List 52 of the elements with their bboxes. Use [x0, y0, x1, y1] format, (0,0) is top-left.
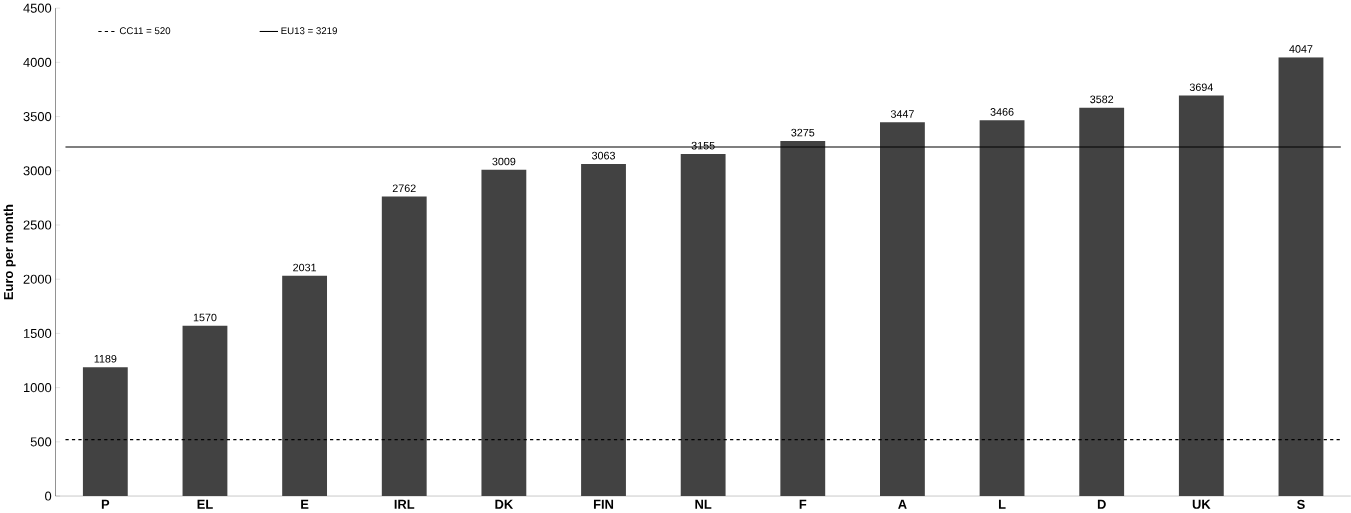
bar: [481, 170, 527, 497]
data-label: 3447: [890, 110, 914, 118]
bar: [282, 276, 328, 497]
x-tick-label: IRL: [394, 500, 415, 509]
x-tick-label: D: [1097, 500, 1106, 509]
bar: [680, 154, 726, 497]
legend-label: CC11 = 520: [119, 27, 171, 35]
bar: [780, 141, 826, 497]
data-label: 3155: [691, 142, 715, 150]
x-tick-label: EL: [197, 500, 213, 509]
data-label: 3063: [591, 152, 615, 160]
data-label: 4047: [1289, 45, 1313, 53]
y-tick-label: 4500: [23, 3, 52, 13]
bar: [581, 164, 626, 497]
bar: [182, 326, 228, 497]
y-tick-label: 0: [45, 491, 52, 501]
data-label: 2031: [293, 263, 317, 272]
bar: [1079, 107, 1125, 497]
x-tick-label: A: [898, 500, 907, 509]
bar: [82, 367, 128, 497]
y-tick-label: 4000: [23, 58, 52, 68]
y-tick-label: 1000: [23, 383, 52, 393]
y-tick-label: 3500: [23, 112, 52, 122]
y-tick-label: 2500: [23, 220, 52, 230]
data-label: 3582: [1090, 95, 1114, 104]
y-tick-label: 3000: [23, 166, 52, 176]
y-tick-label: 2000: [23, 274, 52, 284]
bar: [1278, 57, 1324, 497]
y-tick-label: 500: [30, 437, 52, 447]
bar: [979, 120, 1025, 497]
data-label: 3466: [990, 108, 1014, 116]
x-tick-label: FIN: [593, 500, 614, 509]
bar: [1178, 95, 1224, 497]
y-tick-label: 1500: [23, 329, 52, 339]
data-label: 1570: [193, 313, 217, 322]
y-axis-title: Euro per month: [3, 205, 16, 300]
bar: [381, 196, 427, 497]
legend-label: EU13 = 3219: [281, 27, 337, 35]
x-tick-label: L: [998, 500, 1006, 509]
data-label: 3694: [1189, 83, 1213, 92]
bar: [880, 122, 925, 497]
data-label: 3275: [791, 129, 815, 137]
x-tick-label: NL: [695, 500, 712, 509]
x-tick-label: F: [799, 500, 807, 509]
data-label: 3009: [492, 157, 516, 166]
x-tick-label: S: [1297, 500, 1305, 510]
data-label: 2762: [392, 184, 416, 193]
data-label: 1189: [94, 355, 117, 363]
x-tick-label: DK: [495, 500, 514, 509]
x-tick-label: E: [301, 500, 309, 509]
x-tick-label: UK: [1192, 500, 1211, 510]
x-tick-label: P: [101, 500, 110, 509]
